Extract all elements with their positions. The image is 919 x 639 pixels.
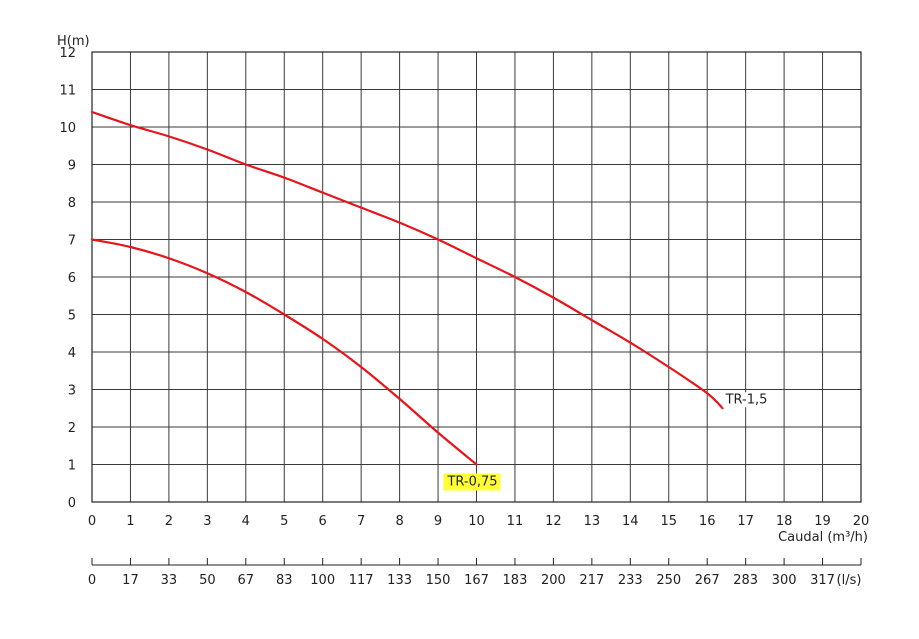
x-axis-ticks: 0 1 2 3 4 5 6 7 8 9 10 11 12 13 14 15 16 17 18 19 20 xyxy=(88,514,869,529)
x-tick-label: 3 xyxy=(203,514,211,529)
secondary-x-tick-label: 0 xyxy=(88,573,96,588)
x-tick-label: 11 xyxy=(507,514,524,529)
secondary-x-tick-label: 233 xyxy=(618,573,643,588)
secondary-x-tick-label: 83 xyxy=(276,573,293,588)
secondary-x-axis: 0 17 33 50 67 83 100 117 133 150 167 183 200 217 233 25… xyxy=(88,558,862,588)
y-tick-label: 1 xyxy=(68,459,76,474)
y-tick-label: 4 xyxy=(68,346,76,361)
grid xyxy=(91,51,862,503)
secondary-x-tick-label: 50 xyxy=(199,573,216,588)
secondary-x-tick-label: 167 xyxy=(464,573,489,588)
x-tick-label: 19 xyxy=(814,514,831,529)
series-line-0 xyxy=(90,110,724,410)
secondary-x-tick-label: 300 xyxy=(772,573,797,588)
secondary-x-tick-label: 133 xyxy=(387,573,412,588)
series-label: TR-0,75 xyxy=(446,475,497,490)
series-labels: TR-1,5 TR-0,75 xyxy=(443,392,770,491)
x-tick-label: 5 xyxy=(280,514,288,529)
secondary-x-tick-label: 317 xyxy=(810,573,835,588)
series-label-highlight xyxy=(443,473,501,491)
secondary-x-tick-label: 33 xyxy=(161,573,178,588)
x-tick-label: 17 xyxy=(737,514,754,529)
y-tick-label: 3 xyxy=(68,384,76,399)
x-tick-label: 1 xyxy=(126,514,134,529)
x-tick-label: 8 xyxy=(395,514,403,529)
secondary-x-tick-label: 200 xyxy=(541,573,566,588)
x-tick-label: 15 xyxy=(660,514,677,529)
x-tick-label: 4 xyxy=(242,514,250,529)
x-tick-label: 10 xyxy=(468,514,485,529)
y-tick-label: 0 xyxy=(68,496,76,511)
secondary-x-tick-label: 100 xyxy=(310,573,335,588)
x-tick-label: 2 xyxy=(165,514,173,529)
x-tick-label: 14 xyxy=(622,514,639,529)
x-tick-label: 16 xyxy=(699,514,716,529)
y-tick-label: 12 xyxy=(59,46,76,61)
x-tick-label: 0 xyxy=(88,514,96,529)
secondary-x-tick-label: 150 xyxy=(426,573,451,588)
x-tick-label: 12 xyxy=(545,514,562,529)
y-tick-label: 5 xyxy=(68,309,76,324)
y-tick-label: 7 xyxy=(68,234,76,249)
y-tick-label: 2 xyxy=(68,421,76,436)
secondary-x-tick-label: 117 xyxy=(349,573,374,588)
secondary-x-tick-label: 283 xyxy=(733,573,758,588)
plot-frame xyxy=(91,51,862,503)
x-tick-label: 13 xyxy=(584,514,601,529)
y-tick-label: 8 xyxy=(68,196,76,211)
plot-border xyxy=(91,51,862,503)
y-tick-label: 10 xyxy=(59,121,76,136)
secondary-x-unit: (l/s) xyxy=(837,573,862,588)
secondary-x-tick-label: 217 xyxy=(579,573,604,588)
series-label: TR-1,5 xyxy=(725,392,768,407)
x-tick-label: 6 xyxy=(319,514,327,529)
secondary-x-tick-label: 17 xyxy=(122,573,139,588)
x-tick-label: 9 xyxy=(434,514,442,529)
series-lines xyxy=(90,110,724,466)
y-tick-label: 11 xyxy=(59,84,76,99)
series-label-background xyxy=(722,392,770,408)
x-tick-label: 18 xyxy=(776,514,793,529)
series-line-1 xyxy=(90,238,478,466)
x-axis-title: Caudal (m³/h) xyxy=(778,530,868,545)
secondary-x-tick-label: 67 xyxy=(238,573,255,588)
secondary-x-tick-label: 267 xyxy=(695,573,720,588)
secondary-x-tick-label: 183 xyxy=(503,573,528,588)
x-tick-label: 20 xyxy=(853,514,870,529)
y-tick-label: 6 xyxy=(68,271,76,286)
secondary-x-tick-label: 250 xyxy=(656,573,681,588)
y-axis-title: H(m) xyxy=(57,34,90,49)
x-tick-label: 7 xyxy=(357,514,365,529)
y-tick-label: 9 xyxy=(68,159,76,174)
